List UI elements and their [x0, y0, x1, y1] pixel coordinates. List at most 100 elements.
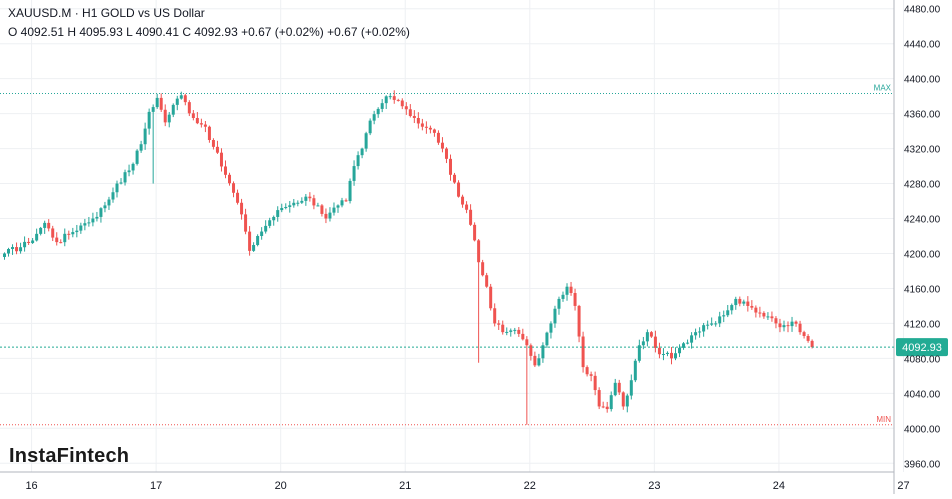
- candle-body: [51, 228, 55, 238]
- candle-body: [420, 123, 424, 127]
- candle: [633, 358, 637, 383]
- candle: [75, 224, 79, 238]
- candle-body: [396, 99, 400, 101]
- y-tick-label: 3960.00: [904, 459, 941, 470]
- candle: [236, 189, 240, 205]
- candle: [179, 91, 183, 100]
- candle: [641, 336, 645, 350]
- candle-body: [477, 240, 481, 263]
- candle-body: [424, 126, 428, 128]
- candle: [669, 347, 673, 365]
- y-tick-label: 4200.00: [904, 249, 941, 260]
- candle: [513, 327, 517, 335]
- candle-body: [35, 233, 39, 241]
- candle: [223, 160, 227, 179]
- candle: [465, 201, 469, 214]
- candle-body: [276, 210, 280, 217]
- candle-body: [722, 315, 726, 317]
- candle: [340, 197, 344, 208]
- min-label: MIN: [876, 415, 891, 424]
- candle: [738, 296, 742, 307]
- candle: [392, 90, 396, 104]
- candle-body: [669, 352, 673, 359]
- candle: [95, 211, 99, 222]
- candle: [726, 304, 730, 318]
- candle-body: [686, 342, 690, 344]
- candle-body: [738, 298, 742, 304]
- candle: [344, 198, 348, 202]
- candle-body: [597, 390, 601, 407]
- candle: [135, 149, 139, 166]
- candle: [171, 103, 175, 118]
- candle-body: [734, 298, 738, 306]
- candle: [649, 331, 653, 338]
- candle: [332, 202, 336, 216]
- candle-body: [448, 158, 452, 175]
- candle: [143, 122, 147, 150]
- candle: [690, 332, 694, 349]
- candle: [11, 244, 15, 255]
- candle-body: [501, 324, 505, 333]
- candle-body: [453, 174, 457, 183]
- candle-body: [19, 247, 23, 252]
- candle-body: [336, 205, 340, 208]
- candle-body: [786, 325, 790, 327]
- candle: [762, 311, 766, 319]
- candle-body: [67, 233, 71, 235]
- candles: [3, 90, 814, 425]
- axis-frame: [0, 0, 895, 494]
- candle-body: [59, 242, 63, 244]
- candle: [617, 379, 621, 396]
- candle: [388, 93, 392, 100]
- candle-body: [163, 109, 167, 123]
- candle-body: [589, 374, 593, 376]
- candle-body: [440, 142, 444, 149]
- candle: [252, 242, 256, 252]
- candle: [55, 232, 59, 246]
- candle: [195, 111, 199, 125]
- candle-body: [111, 192, 115, 200]
- grid: [0, 0, 904, 472]
- candle-body: [613, 382, 617, 396]
- candle: [798, 320, 802, 335]
- candle: [806, 334, 810, 343]
- candle-body: [248, 231, 252, 251]
- candle: [686, 339, 690, 345]
- instrument-description: GOLD vs US Dollar: [100, 6, 205, 20]
- candle: [557, 296, 561, 315]
- candle-body: [211, 140, 215, 147]
- candle-body: [412, 115, 416, 118]
- candle-body: [107, 199, 111, 206]
- candle: [364, 131, 368, 152]
- candle-body: [665, 352, 669, 354]
- chart-title: XAUUSD.M · H1 GOLD vs US Dollar: [8, 6, 205, 20]
- candle: [497, 320, 501, 330]
- candle: [147, 108, 151, 135]
- candle-body: [332, 207, 336, 213]
- candle: [661, 348, 665, 361]
- candle-body: [577, 305, 581, 337]
- candle-body: [372, 114, 376, 121]
- candle: [183, 93, 187, 106]
- candle: [260, 227, 264, 240]
- y-tick-label: 4400.00: [904, 75, 941, 86]
- candle: [553, 305, 557, 328]
- candle: [565, 283, 569, 301]
- candle: [653, 330, 657, 353]
- candle: [228, 172, 232, 186]
- candle-body: [268, 220, 272, 226]
- candle: [489, 283, 493, 311]
- candle-body: [27, 241, 31, 243]
- candle-body: [569, 286, 573, 293]
- y-tick-label: 4480.00: [904, 5, 941, 16]
- candle-body: [252, 245, 256, 251]
- candle-body: [609, 395, 613, 410]
- candle: [167, 111, 171, 128]
- candle-body: [465, 204, 469, 210]
- candle: [284, 203, 288, 210]
- candle-body: [223, 166, 227, 175]
- candle-body: [794, 321, 798, 324]
- x-tick-label: 17: [150, 480, 162, 492]
- candle-body: [143, 128, 147, 145]
